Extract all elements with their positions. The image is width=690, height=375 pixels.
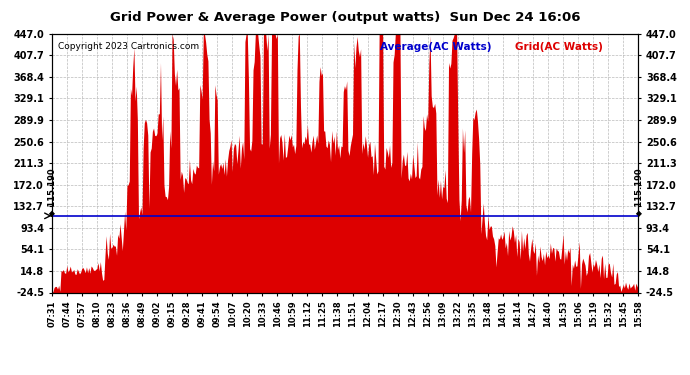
Text: Copyright 2023 Cartronics.com: Copyright 2023 Cartronics.com (58, 42, 199, 51)
Text: ◆ 115.190: ◆ 115.190 (47, 168, 56, 216)
Text: ◆ 115.190: ◆ 115.190 (634, 168, 643, 216)
Text: Average(AC Watts): Average(AC Watts) (380, 42, 492, 51)
Text: Grid(AC Watts): Grid(AC Watts) (515, 42, 603, 51)
Text: Grid Power & Average Power (output watts)  Sun Dec 24 16:06: Grid Power & Average Power (output watts… (110, 11, 580, 24)
